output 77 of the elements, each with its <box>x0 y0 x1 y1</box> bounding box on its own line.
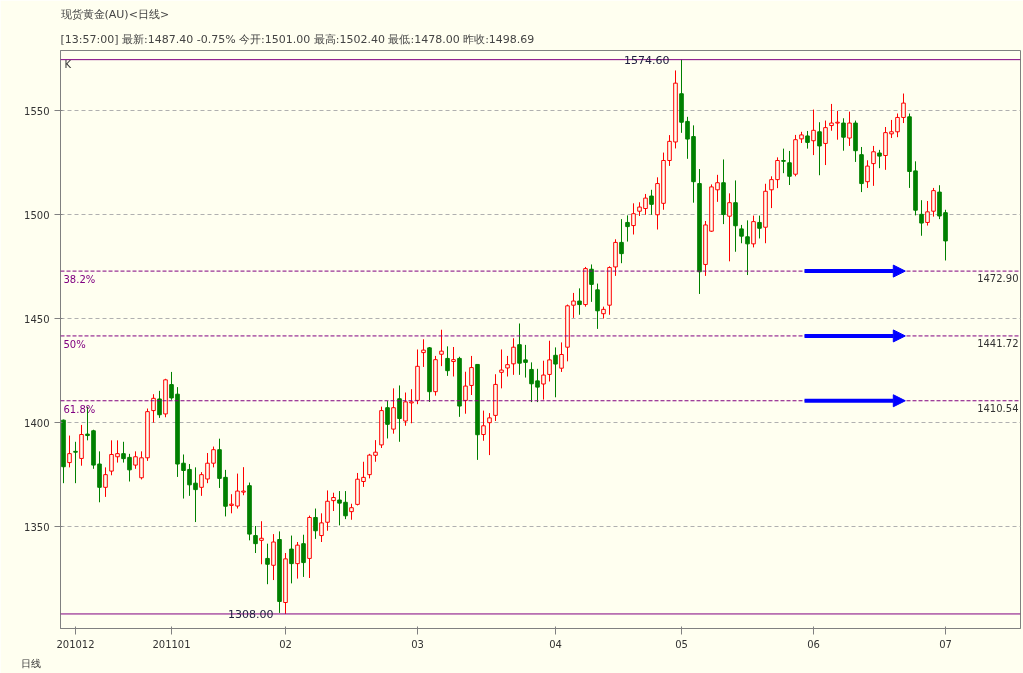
candlestick <box>547 340 552 382</box>
candlestick <box>451 346 456 378</box>
candlestick <box>733 179 738 253</box>
candlestick <box>817 121 822 176</box>
candlestick <box>79 424 84 467</box>
candlestick <box>625 214 630 243</box>
text: 日线 <box>20 657 41 669</box>
annotation: 38.2% <box>63 274 96 286</box>
candlestick <box>823 120 828 166</box>
x-tick-label: 07 <box>939 638 952 650</box>
chart-subtitle: [13:57:00] 最新:1487.40 -0.75% 今开:1501.00 最高:1502.40 最低:1478.00 昨收:1498.69 <box>60 32 535 46</box>
x-tick-label: 04 <box>549 638 562 650</box>
annotation: K <box>64 58 72 70</box>
candlestick <box>619 218 624 264</box>
candlestick <box>397 384 402 443</box>
candlestick <box>559 341 564 373</box>
candlestick <box>919 199 924 237</box>
candlestick <box>421 338 426 368</box>
candlestick <box>541 360 546 401</box>
candlestick <box>157 390 162 419</box>
candlestick <box>439 329 444 367</box>
candlestick <box>259 520 264 565</box>
x-tick-label: 06 <box>807 638 820 650</box>
candlestick <box>871 145 876 187</box>
candlestick <box>385 400 390 439</box>
candlestick <box>577 287 582 316</box>
x-tick-label: 02 <box>279 638 292 650</box>
candlestick <box>865 159 870 189</box>
x-tick-label: 201101 <box>152 638 191 650</box>
candlestick <box>487 412 492 456</box>
candlestick <box>253 525 258 554</box>
candlestick <box>757 215 762 239</box>
candlestick <box>67 435 72 468</box>
candlestick <box>289 535 294 584</box>
x-tick-label: 03 <box>411 638 424 650</box>
candlestick <box>469 355 474 396</box>
candlestick <box>553 346 558 398</box>
candlestick <box>505 355 510 378</box>
candlestick <box>499 348 504 389</box>
candlestick <box>727 192 732 262</box>
candlestick <box>265 543 270 585</box>
candlestick <box>481 410 486 442</box>
y-tick-label: 1500 <box>24 209 50 221</box>
candlestick <box>103 466 108 498</box>
annotation: 50% <box>63 338 86 350</box>
x-tick-label: 05 <box>675 638 688 650</box>
candlestick <box>331 492 336 512</box>
candlestick <box>511 337 516 376</box>
candlestick <box>391 387 396 435</box>
y-tick-label: 1450 <box>24 313 50 325</box>
candlestick <box>751 215 756 248</box>
candlestick <box>295 541 300 580</box>
x-tick-label: 201012 <box>56 638 95 650</box>
y-tick-label: 1400 <box>24 417 50 429</box>
candlestick <box>463 371 468 415</box>
candlestick <box>271 533 276 581</box>
candlestick <box>301 534 306 578</box>
chart-title: 现货黄金(AU)<日线> <box>60 7 170 21</box>
ref-line-label: 1441.72 <box>977 337 1019 349</box>
candlestick <box>73 441 78 484</box>
candlestick <box>847 111 852 147</box>
candlestick <box>649 189 654 216</box>
candlestick <box>841 117 846 152</box>
candlestick <box>313 508 318 540</box>
candlestick <box>589 263 594 303</box>
candlestick <box>781 148 786 174</box>
candlestick <box>811 109 816 156</box>
ref-line-label: 1472.90 <box>977 273 1019 285</box>
candlestick <box>787 150 792 186</box>
candlestick <box>595 283 600 330</box>
y-tick-label: 1350 <box>24 521 50 533</box>
ref-line-label: 1410.54 <box>977 402 1019 414</box>
candlestick <box>631 202 636 235</box>
candlestick <box>151 393 156 424</box>
y-tick-label: 1550 <box>24 105 50 117</box>
candlestick <box>877 149 882 169</box>
candlestick <box>445 345 450 377</box>
